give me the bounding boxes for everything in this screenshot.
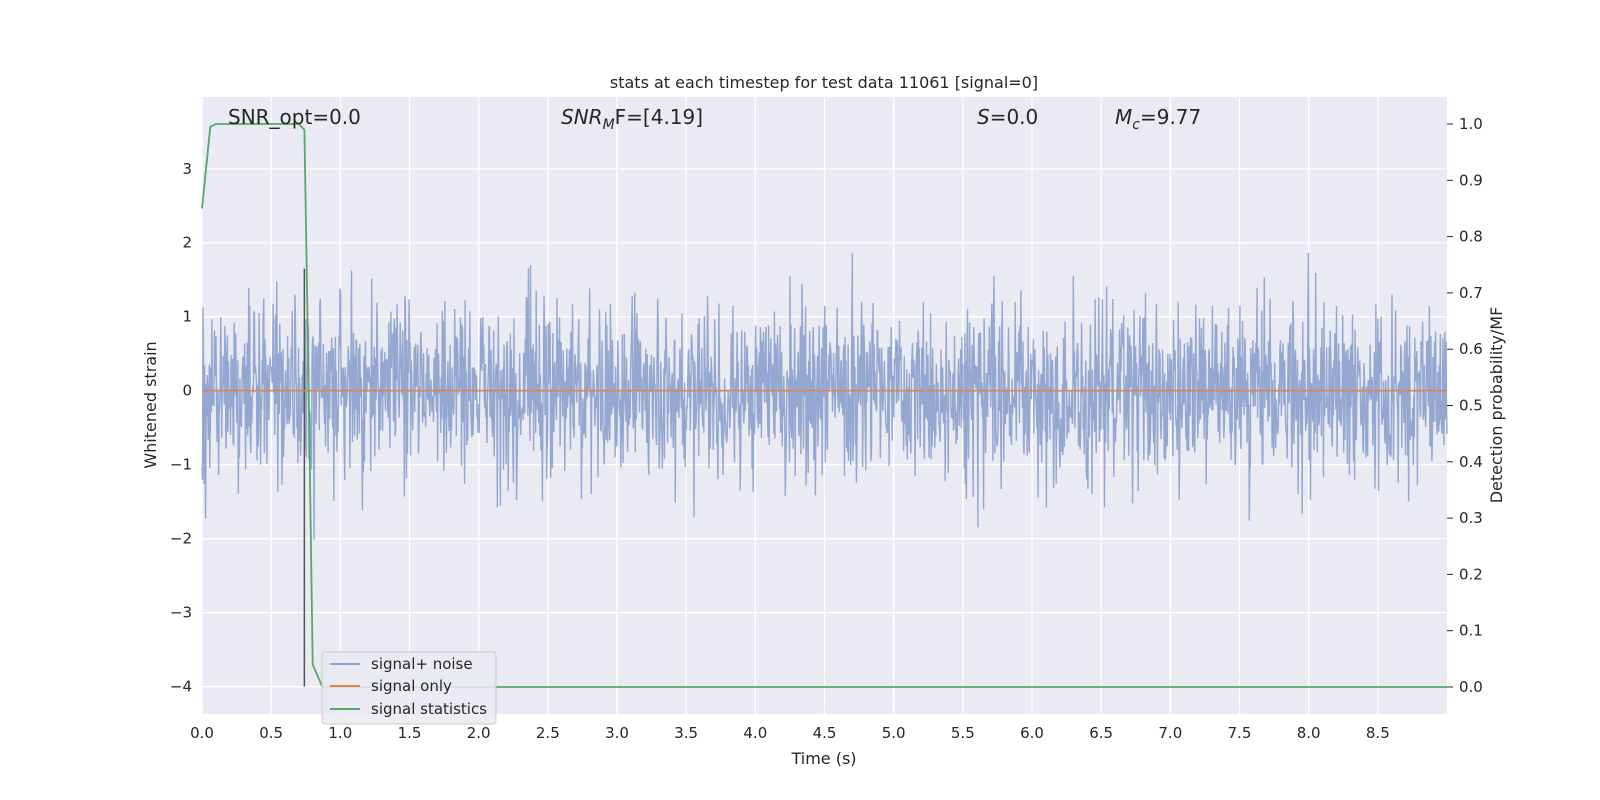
- y2-tick-label: 0.4: [1459, 453, 1483, 471]
- annotation-s-label: S: [977, 105, 990, 129]
- y2-tick-label: 1.0: [1459, 115, 1483, 133]
- annotation-s-value: =0.0: [990, 105, 1039, 129]
- annotation-snr-mf-suffix: F=[4.19]: [615, 105, 703, 129]
- y2-tick-label: 0.6: [1459, 340, 1483, 358]
- x-tick-label: 2.0: [467, 724, 491, 742]
- y-tick-label: 0: [182, 382, 192, 400]
- annotation-s: S=0.0: [977, 105, 1038, 129]
- x-axis-label: Time (s): [790, 749, 856, 768]
- x-tick-label: 8.0: [1297, 724, 1321, 742]
- annotation-snr-opt: SNR_opt=0.0: [228, 105, 361, 129]
- y2-axis-label: Detection probability/MF: [1487, 307, 1506, 504]
- legend-entry-statistics: signal statistics: [371, 700, 487, 718]
- x-tick-label: 4.0: [743, 724, 767, 742]
- annotation-mc-sub: c: [1132, 117, 1140, 133]
- y-tick-label: −3: [170, 604, 192, 622]
- annotation-mc-value: =9.77: [1140, 105, 1201, 129]
- y-tick-label: −1: [170, 456, 192, 474]
- y-tick-label: −4: [170, 678, 192, 696]
- annotation-mc: Mc=9.77: [1115, 105, 1201, 133]
- x-tick-label: 1.0: [328, 724, 352, 742]
- x-tick-label: 7.0: [1158, 724, 1182, 742]
- y2-tick-labels: 0.0 0.1 0.2 0.3 0.4 0.5 0.6 0.7 0.8 0.9 1.0: [1447, 115, 1483, 696]
- legend-entry-noise: signal+ noise: [371, 655, 473, 673]
- y2-tick-label: 0.2: [1459, 565, 1483, 583]
- x-tick-label: 1.5: [398, 724, 422, 742]
- signal-plus-noise-series: [201, 252, 1448, 540]
- x-tick-label: 8.5: [1366, 724, 1390, 742]
- x-tick-label: 5.0: [882, 724, 906, 742]
- series-line-signal-plus-noise: [201, 252, 1448, 540]
- x-tick-label: 2.5: [536, 724, 560, 742]
- annotation-snr-mf-sub: M: [603, 117, 615, 133]
- x-tick-labels: 0.0 0.5 1.0 1.5 2.0 2.5 3.0 3.5 4.0 4.5 5.0 5.5 6.0 6…: [190, 724, 1390, 742]
- y-tick-label: 3: [182, 160, 192, 178]
- x-tick-label: 3.0: [605, 724, 629, 742]
- y-tick-label: −2: [170, 530, 192, 548]
- x-tick-label: 6.5: [1089, 724, 1113, 742]
- y2-tick-label: 0.9: [1459, 171, 1483, 189]
- y2-tick-label: 0.8: [1459, 228, 1483, 246]
- y2-tick-label: 0.5: [1459, 397, 1483, 415]
- y-tick-label: 1: [182, 308, 192, 326]
- legend: signal+ noise signal only signal statist…: [321, 651, 497, 725]
- y2-tick-label: 0.3: [1459, 509, 1483, 527]
- y-tick-labels: −4 −3 −2 −1 0 1 2 3: [170, 160, 192, 696]
- legend-entry-signal: signal only: [371, 677, 452, 695]
- y2-tick-label: 0.1: [1459, 622, 1483, 640]
- x-tick-label: 0.0: [190, 724, 214, 742]
- x-tick-label: 4.5: [813, 724, 837, 742]
- annotation-snr-mf-prefix: SNR: [561, 105, 603, 129]
- x-tick-label: 7.5: [1228, 724, 1252, 742]
- x-tick-label: 5.5: [951, 724, 975, 742]
- annotation-mc-label: M: [1115, 105, 1132, 129]
- legend-box: [321, 651, 497, 725]
- x-tick-label: 6.0: [1020, 724, 1044, 742]
- y-axis-label: Whitened strain: [141, 341, 160, 468]
- annotation-snr-mf: SNRMF=[4.19]: [561, 105, 703, 133]
- chart-title: stats at each timestep for test data 110…: [610, 73, 1038, 92]
- y2-tick-label: 0.0: [1459, 678, 1483, 696]
- y-tick-label: 2: [182, 234, 192, 252]
- x-tick-label: 0.5: [259, 724, 283, 742]
- y2-tick-label: 0.7: [1459, 284, 1483, 302]
- x-tick-label: 3.5: [674, 724, 698, 742]
